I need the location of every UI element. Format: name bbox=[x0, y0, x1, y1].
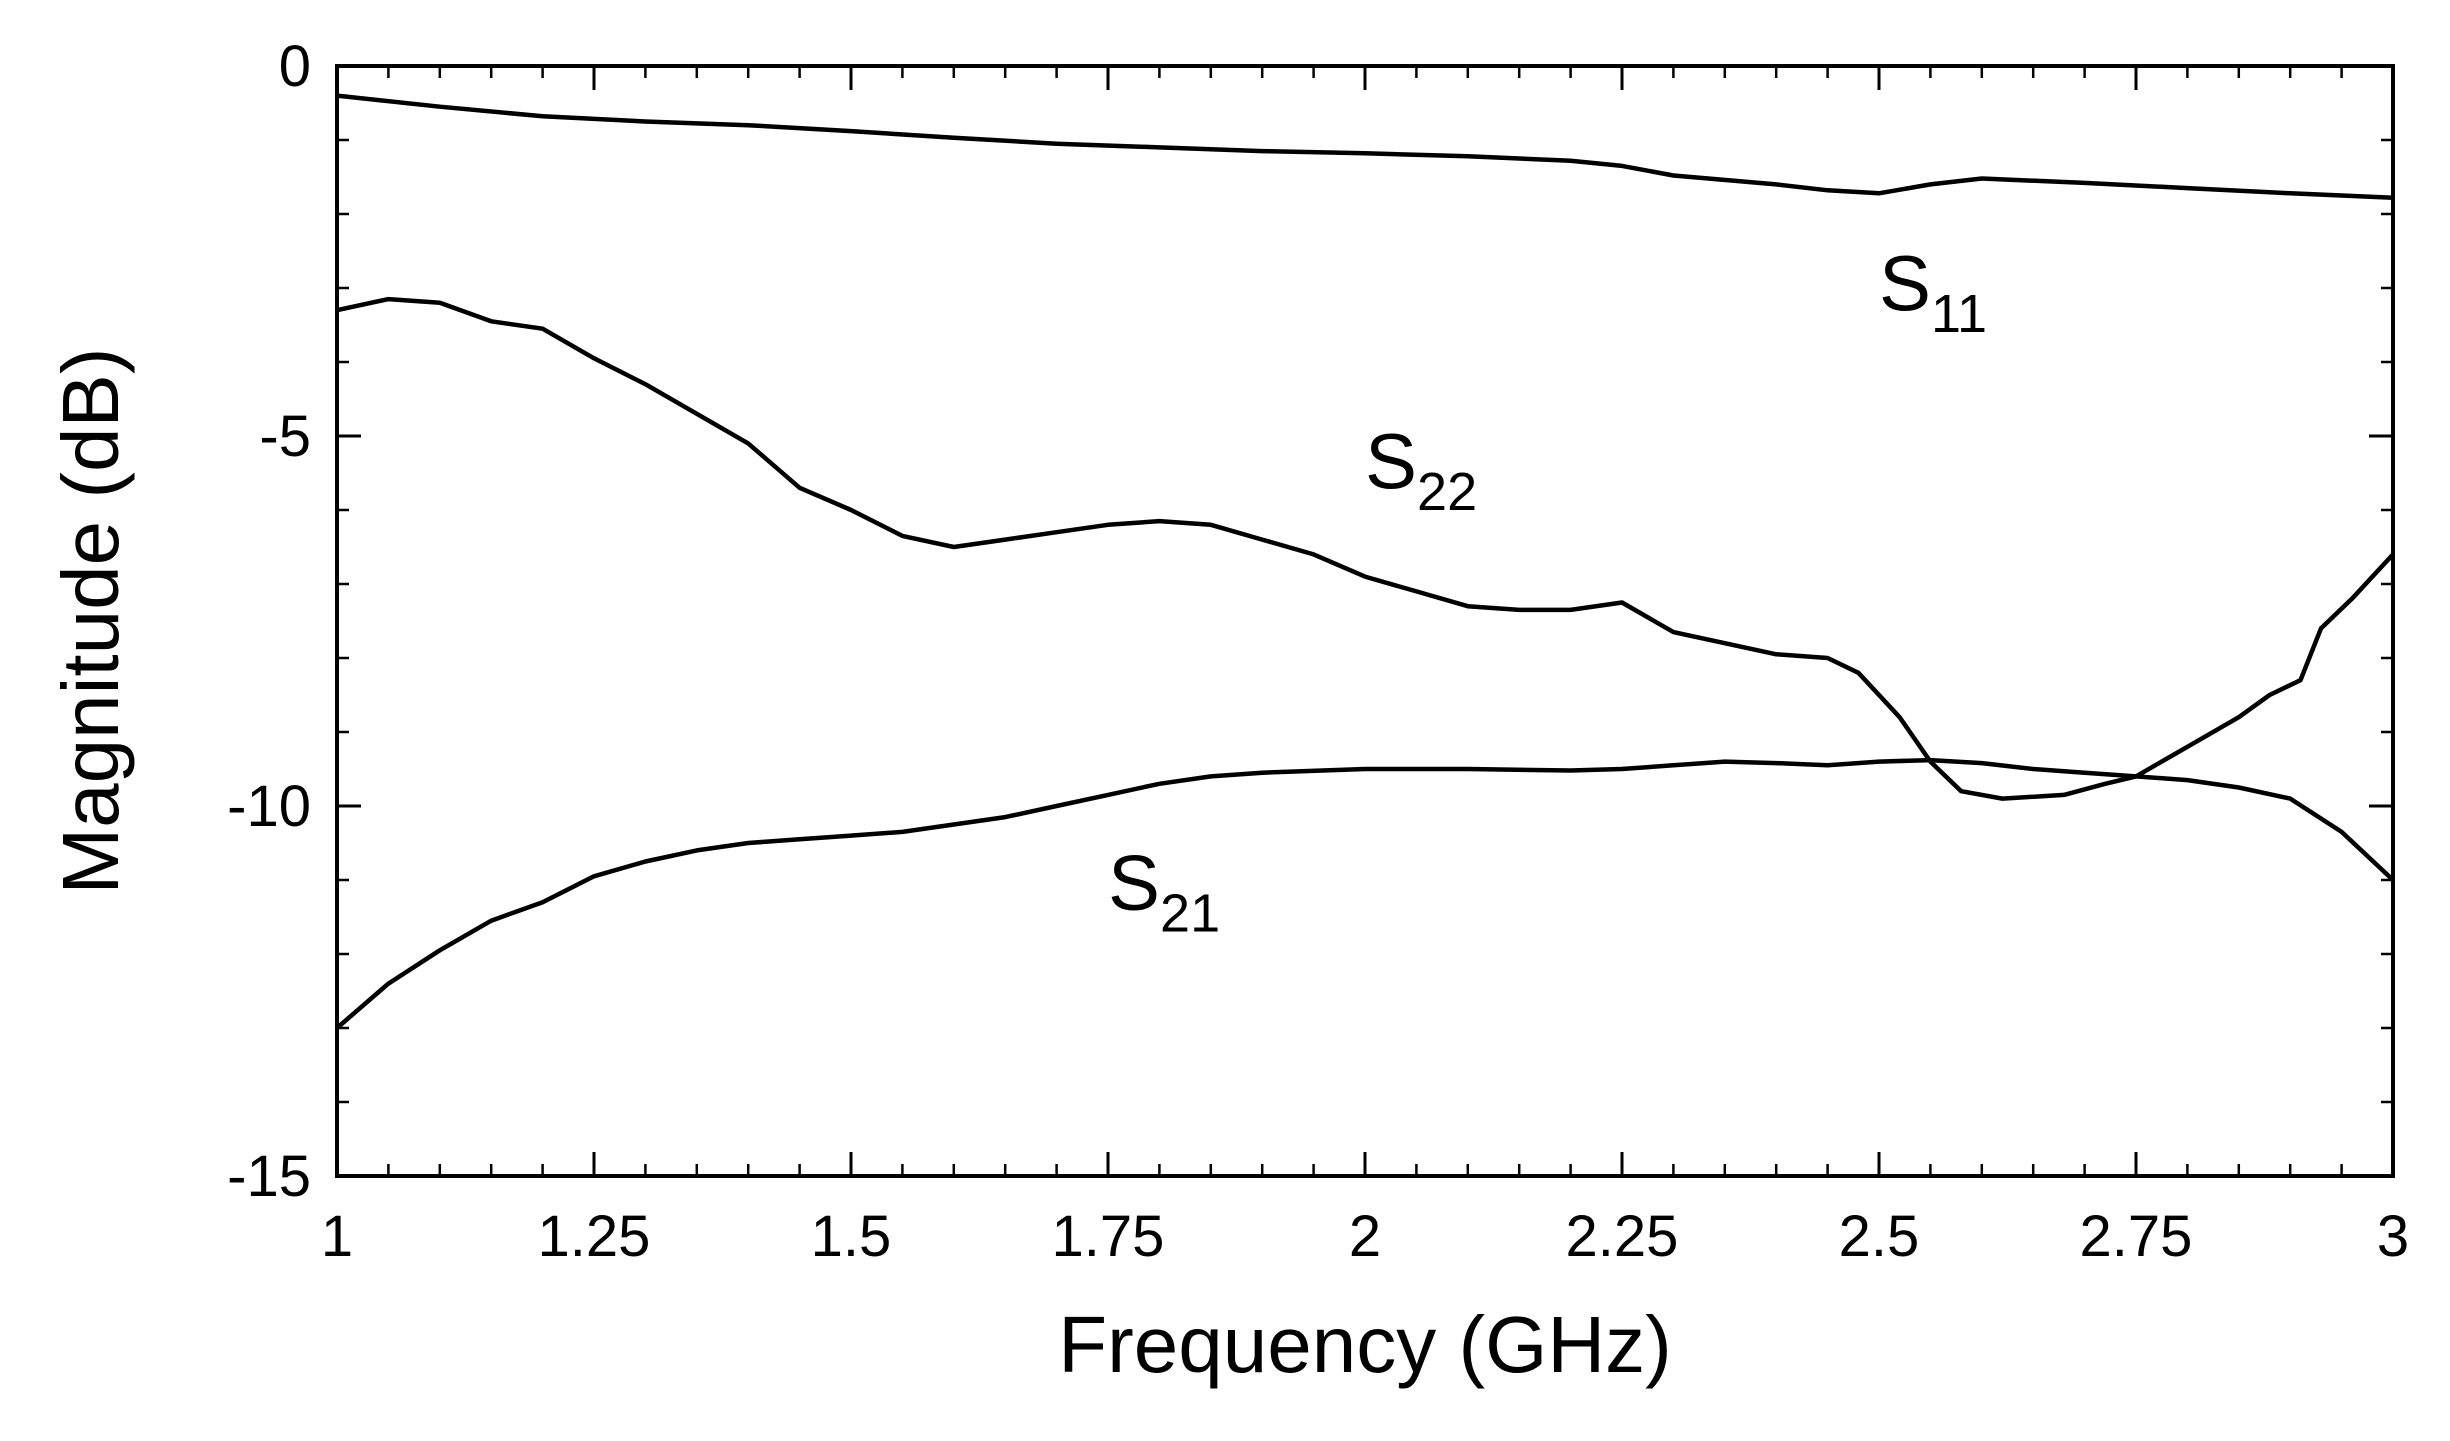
series-label-main: S bbox=[1108, 839, 1160, 927]
series-line-s21 bbox=[335, 757, 2395, 1030]
y-axis-title: Magnitude (dB) bbox=[46, 348, 135, 895]
series-label-subscript: 11 bbox=[1931, 284, 1987, 344]
y-tick-label: -5 bbox=[259, 404, 311, 469]
series-label-main: S bbox=[1879, 239, 1931, 327]
y-tick-label: -15 bbox=[227, 1144, 311, 1209]
x-tick-label: 2.75 bbox=[2080, 1204, 2193, 1269]
x-axis-title: Frequency (GHz) bbox=[1058, 1300, 1671, 1389]
series-label-main: S bbox=[1365, 417, 1417, 505]
series-label-s22: S22 bbox=[1365, 417, 1477, 522]
series-label-s11: S11 bbox=[1879, 239, 1987, 344]
y-tick-label: -10 bbox=[227, 774, 311, 839]
x-tick-label: 1.75 bbox=[1052, 1204, 1165, 1269]
x-tick-label: 1.25 bbox=[538, 1204, 651, 1269]
series-line-s11 bbox=[336, 93, 2394, 200]
x-tick-labels: 1 1.25 1.5 1.75 2 2.25 2.5 2.75 3 bbox=[321, 1204, 2409, 1269]
tick-marks bbox=[335, 64, 2395, 1178]
x-tick-label: 2.25 bbox=[1566, 1204, 1679, 1269]
x-tick-label: 2 bbox=[1349, 1204, 1381, 1269]
x-tick-label: 3 bbox=[2377, 1204, 2409, 1269]
x-tick-label: 2.5 bbox=[1839, 1204, 1920, 1269]
series-line-s22 bbox=[336, 296, 2395, 801]
y-tick-label: 0 bbox=[279, 34, 311, 99]
x-tick-label: 1 bbox=[321, 1204, 353, 1269]
y-tick-labels: 0 -5 -10 -15 bbox=[227, 34, 311, 1209]
series-label-subscript: 21 bbox=[1160, 884, 1220, 944]
plot-frame bbox=[335, 64, 2395, 1178]
series-label-subscript: 22 bbox=[1417, 462, 1477, 522]
x-tick-label: 1.5 bbox=[811, 1204, 892, 1269]
series-label-s21: S21 bbox=[1108, 839, 1220, 944]
series-lines bbox=[335, 93, 2395, 1030]
